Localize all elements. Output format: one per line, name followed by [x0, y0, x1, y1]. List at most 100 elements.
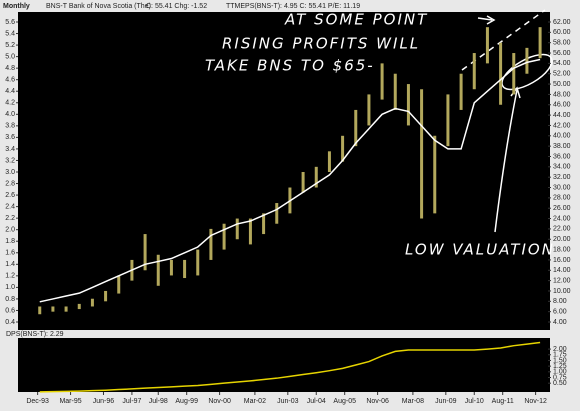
y2-tick-label: 46.00 [553, 102, 571, 109]
y-tick-label: 4.6 [5, 77, 15, 84]
y2-tick-label: 58.00 [553, 40, 571, 47]
x-tick-label: Dec-93 [26, 398, 49, 405]
y2-tick-label: 34.00 [553, 164, 571, 171]
x-tick-label: Jun-09 [435, 398, 457, 405]
annotation: TAKE BNS TO $65- [205, 57, 375, 75]
y2-tick-label: 22.00 [553, 226, 571, 233]
y-tick-label: 4.4 [5, 88, 15, 95]
y-tick-label: 2.6 [5, 192, 15, 199]
y2-tick-label: 56.00 [553, 50, 571, 57]
y-tick-label: 3.8 [5, 123, 15, 130]
y2-tick-label: 8.00 [553, 298, 567, 305]
x-tick-label: Mar-02 [244, 398, 266, 405]
arrow [494, 89, 518, 233]
y-tick-label: 2.0 [5, 227, 15, 234]
x-tick-label: Jul-10 [465, 398, 484, 405]
ellipse [501, 53, 553, 91]
x-tick-label: Mar-08 [402, 398, 424, 405]
x-tick-label: Nov-06 [366, 398, 389, 405]
y2-tick-label: 18.00 [553, 246, 571, 253]
y2-tick-label: 1.50 [553, 357, 567, 364]
y2-tick-label: 1.75 [553, 352, 567, 359]
x-tick-label: Jul-97 [122, 398, 141, 405]
x-tick-label: Nov-00 [208, 398, 231, 405]
arrow [477, 17, 493, 21]
y-tick-label: 1.2 [5, 273, 15, 280]
y-tick-label: 4.8 [5, 65, 15, 72]
y-tick-label: 5.6 [5, 19, 15, 26]
y2-tick-label: 1.00 [553, 369, 567, 376]
x-tick-label: Aug-99 [175, 398, 198, 405]
y-tick-label: 3.6 [5, 134, 15, 141]
y2-tick-label: 2.00 [553, 346, 567, 353]
dps-panel [18, 338, 550, 392]
y2-tick-label: 0.50 [553, 380, 567, 387]
line [39, 58, 541, 303]
y-tick-label: 1.4 [5, 261, 15, 268]
x-tick-label: Mar-95 [59, 398, 81, 405]
y2-tick-label: 16.00 [553, 257, 571, 264]
annotation-shapes [461, 9, 553, 233]
x-tick-label: Nov-12 [524, 398, 547, 405]
y2-tick-label: 30.00 [553, 184, 571, 191]
annotation: LOW VALUATION [405, 241, 555, 259]
y-tick-label: 0.8 [5, 296, 15, 303]
y2-tick-label: 14.00 [553, 267, 571, 274]
y-tick-label: 3.0 [5, 169, 15, 176]
legend-dps: DPS(BNS-T): 2.29 [6, 331, 64, 338]
y2-tick-label: 42.00 [553, 122, 571, 129]
quote: C: 55.41 Chg: -1.52 [146, 3, 207, 10]
y-tick-label: 5.4 [5, 30, 15, 37]
y2-tick-label: 6.00 [553, 308, 567, 315]
y-tick-label: 5.0 [5, 53, 15, 60]
y-tick-label: 2.8 [5, 180, 15, 187]
annotation: RISING PROFITS WILL [222, 35, 420, 53]
y2-tick-label: 44.00 [553, 112, 571, 119]
y2-tick-label: 24.00 [553, 215, 571, 222]
y2-tick-label: 52.00 [553, 71, 571, 78]
y2-tick-label: 1.25 [553, 363, 567, 370]
y2-tick-label: 38.00 [553, 143, 571, 150]
x-tick-label: Aug-05 [333, 398, 356, 405]
y-tick-label: 1.6 [5, 250, 15, 257]
y-tick-label: 2.2 [5, 215, 15, 222]
y2-tick-label: 62.00 [553, 19, 571, 26]
y-tick-label: 4.2 [5, 100, 15, 107]
y-tick-label: 5.2 [5, 42, 15, 49]
y2-tick-label: 28.00 [553, 195, 571, 202]
y-tick-label: 2.4 [5, 203, 15, 210]
y2-tick-label: 60.00 [553, 29, 571, 36]
x-tick-label: Jun-03 [277, 398, 299, 405]
y-tick-label: 4.0 [5, 111, 15, 118]
y-tick-label: 0.6 [5, 307, 15, 314]
y2-tick-label: 40.00 [553, 133, 571, 140]
y2-tick-label: 20.00 [553, 236, 571, 243]
y2-tick-label: 54.00 [553, 60, 571, 67]
period: Monthly [3, 3, 30, 10]
y2-tick-label: 48.00 [553, 91, 571, 98]
legend-price: BNS-T Bank of Nova Scotia (The) [46, 3, 151, 10]
y2-tick-label: 0.75 [553, 374, 567, 381]
x-tick-label: Jul-98 [149, 398, 168, 405]
arrow-head [486, 15, 496, 25]
y2-tick-label: 32.00 [553, 174, 571, 181]
y-tick-label: 0.4 [5, 319, 15, 326]
y2-tick-label: 10.00 [553, 288, 571, 295]
line [39, 341, 541, 393]
y-tick-label: 3.2 [5, 157, 15, 164]
price-panel [18, 12, 550, 330]
y-tick-label: 3.4 [5, 146, 15, 153]
y2-tick-label: 26.00 [553, 205, 571, 212]
y2-tick-label: 36.00 [553, 153, 571, 160]
y2-tick-label: 50.00 [553, 81, 571, 88]
annotation: AT SOME POINT [284, 11, 428, 29]
y-tick-label: 1.8 [5, 238, 15, 245]
legend-eps: TTMEPS(BNS-T): 4.95 C: 55.41 P/E: 11.19 [226, 3, 360, 10]
y2-tick-label: 12.00 [553, 277, 571, 284]
y2-tick-label: 4.00 [553, 319, 567, 326]
x-tick-label: Jun-96 [93, 398, 115, 405]
y-tick-label: 1.0 [5, 284, 15, 291]
x-tick-label: Jul-04 [307, 398, 326, 405]
